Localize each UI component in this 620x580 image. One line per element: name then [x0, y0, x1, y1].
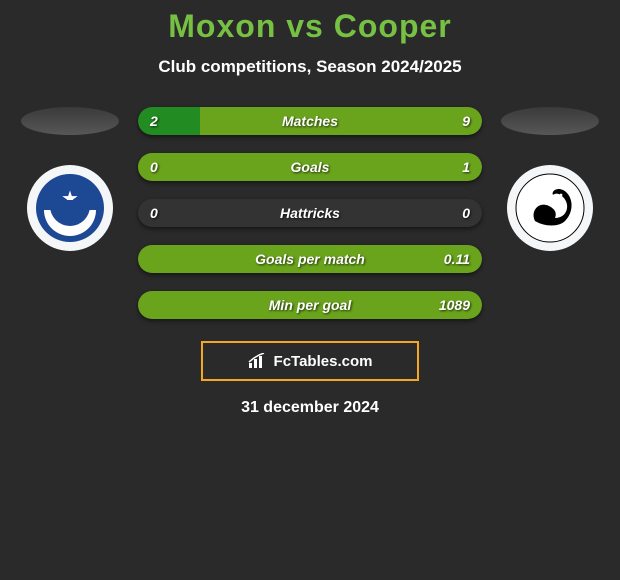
stat-bar: 0 Hattricks 0: [138, 199, 482, 227]
bar-label: Matches: [282, 113, 338, 129]
bar-right-value: 9: [462, 113, 470, 129]
stat-bar: Goals per match 0.11: [138, 245, 482, 273]
bar-right-value: 1: [462, 159, 470, 175]
brand-label: FcTables.com: [274, 353, 373, 370]
page-title: Moxon vs Cooper: [0, 8, 620, 45]
bar-left-value: 2: [150, 113, 158, 129]
stats-bars-column: 2 Matches 9 0 Goals 1 0 Hattricks 0 Goals per mat…: [138, 107, 482, 319]
bar-label: Goals per match: [255, 251, 365, 267]
right-player-ellipse: [501, 107, 599, 135]
bar-left-fill: [138, 107, 200, 135]
left-player-ellipse: [21, 107, 119, 135]
stat-bar: 2 Matches 9: [138, 107, 482, 135]
date-label: 31 december 2024: [0, 399, 620, 417]
crescent-icon: [44, 210, 96, 236]
bar-right-value: 0.11: [444, 251, 470, 267]
brand-footer-box[interactable]: FcTables.com: [201, 341, 419, 381]
chart-icon: [248, 353, 268, 369]
bar-label: Min per goal: [269, 297, 351, 313]
right-club-badge: [507, 165, 593, 251]
left-side-column: ★: [20, 107, 120, 251]
main-row: ★ 2 Matches 9 0 Goals 1 0 Hattricks 0 Goals per m…: [0, 107, 620, 319]
stat-bar: Min per goal 1089: [138, 291, 482, 319]
bar-label: Hattricks: [280, 205, 340, 221]
subtitle: Club competitions, Season 2024/2025: [0, 57, 620, 77]
stat-bar: 0 Goals 1: [138, 153, 482, 181]
bar-right-fill: [200, 107, 482, 135]
portsmouth-badge-icon: ★: [36, 174, 104, 242]
swansea-badge-icon: [515, 173, 585, 243]
comparison-container: Moxon vs Cooper Club competitions, Seaso…: [0, 0, 620, 417]
bar-left-value: 0: [150, 205, 158, 221]
right-side-column: [500, 107, 600, 251]
bar-label: Goals: [291, 159, 330, 175]
bar-left-value: 0: [150, 159, 158, 175]
bar-right-value: 0: [462, 205, 470, 221]
bar-right-value: 1089: [439, 297, 470, 313]
left-club-badge: ★: [27, 165, 113, 251]
